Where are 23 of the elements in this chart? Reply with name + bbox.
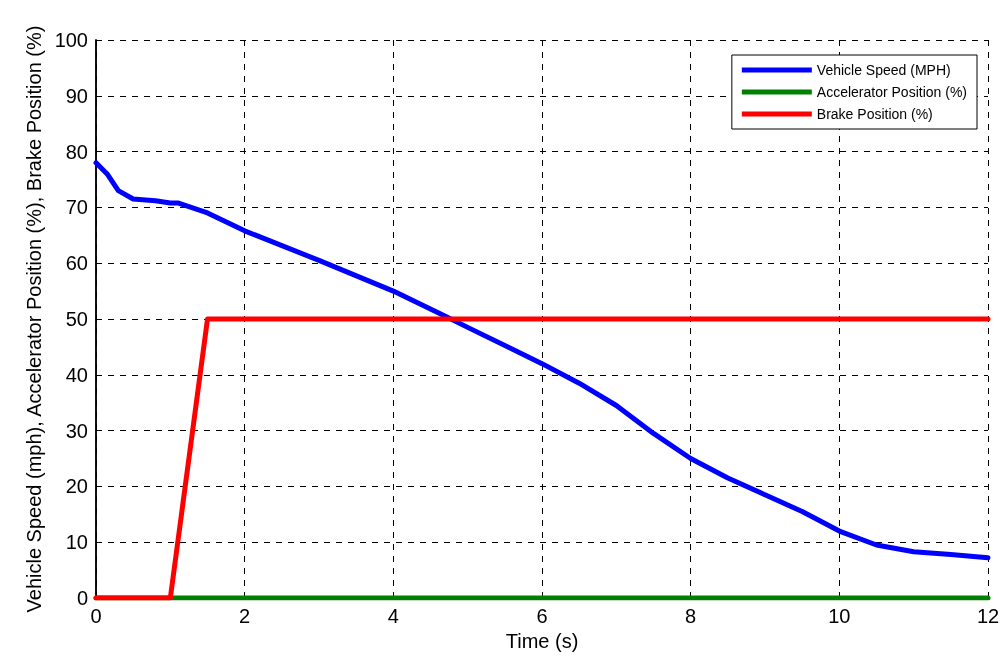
y-tick-label: 60 <box>65 252 88 275</box>
y-tick-label: 0 <box>76 587 88 609</box>
legend-label: Accelerator Position (%) <box>816 84 968 100</box>
x-tick-label: 8 <box>685 605 697 627</box>
y-axis-title: Vehicle Speed (mph), Accelerator Position (%), Brake Position (%) <box>22 25 45 613</box>
x-tick-label: 4 <box>387 605 399 627</box>
legend-label: Vehicle Speed (MPH) <box>816 62 951 78</box>
y-tick-label: 30 <box>65 419 88 442</box>
x-axis-title: Time (s) <box>505 629 579 652</box>
x-tick-label: 2 <box>239 605 251 627</box>
legend-label: Brake Position (%) <box>816 106 933 122</box>
y-tick-label: 70 <box>65 196 88 219</box>
x-tick-label: 10 <box>828 605 851 627</box>
y-tick-label: 10 <box>65 531 88 554</box>
x-tick-label: 6 <box>536 605 548 627</box>
x-tick-label: 12 <box>976 605 1000 627</box>
y-tick-label: 90 <box>65 84 88 107</box>
y-tick-label: 40 <box>65 363 88 386</box>
y-tick-label: 80 <box>65 140 88 163</box>
x-tick-label: 0 <box>90 605 102 627</box>
y-tick-label: 20 <box>65 475 88 498</box>
y-tick-label: 50 <box>65 308 88 330</box>
y-tick-label: 100 <box>54 29 88 51</box>
